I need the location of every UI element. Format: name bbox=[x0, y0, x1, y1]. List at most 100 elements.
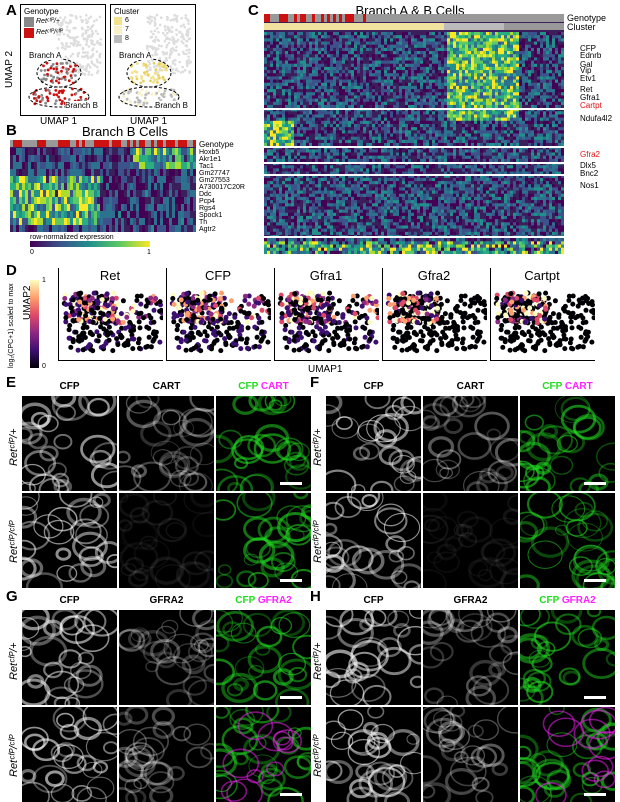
scale-bar bbox=[280, 696, 302, 699]
branch-b-label: Branch B bbox=[65, 101, 98, 110]
legend-swatch-c7 bbox=[114, 26, 122, 34]
scale-bar bbox=[584, 793, 606, 796]
panel-b-colorbar-max: 1 bbox=[147, 248, 151, 257]
panel-f-header-0: CFP bbox=[326, 381, 421, 392]
panel-h-header-0: CFP bbox=[326, 595, 421, 606]
panel-f-image-r1-c2 bbox=[520, 493, 615, 588]
branch-a-label-2: Branch A bbox=[119, 51, 151, 60]
panel-b-gene-11: Agtr2 bbox=[199, 225, 216, 234]
panel-h-genotype-0: Retᶜᶠᴾ/+ bbox=[312, 642, 324, 680]
panel-d-colorbar-max: 1 bbox=[42, 276, 46, 285]
legend-swatch-hom bbox=[24, 28, 34, 38]
panel-d-title-cartpt: Cartpt bbox=[490, 268, 594, 283]
panel-f-image-r0-c2 bbox=[520, 396, 615, 491]
legend-hom-label: Retᶜᶠᴾ/ᶜᶠᴾ bbox=[36, 29, 63, 36]
panel-a-letter: A bbox=[6, 2, 17, 19]
panel-f-image-r1-c0 bbox=[326, 493, 421, 588]
panel-d-title-gfra1: Gfra1 bbox=[274, 268, 378, 283]
panel-b-colorbar-min: 0 bbox=[30, 248, 34, 257]
panel-c-gene-ednrb: Ednrb bbox=[580, 51, 601, 60]
panel-f-genotype-0: Retᶜᶠᴾ/+ bbox=[312, 428, 324, 466]
panel-h-image-r1-c0 bbox=[326, 707, 421, 802]
scale-bar bbox=[280, 793, 302, 796]
panel-h-image-r0-c1 bbox=[423, 610, 518, 705]
panel-d-title-cfp: CFP bbox=[166, 268, 270, 283]
panel-h-genotype-1: Retᶜᶠᴾ/ᶜᶠᴾ bbox=[312, 735, 324, 777]
umap-cluster-plot bbox=[111, 5, 195, 115]
panel-e-letter: E bbox=[6, 374, 16, 391]
panel-d-ylabel: UMAP2 bbox=[22, 286, 33, 320]
panel-h-image-r0-c2 bbox=[520, 610, 615, 705]
panel-g-genotype-1: Retᶜᶠᴾ/ᶜᶠᴾ bbox=[8, 735, 20, 777]
panel-h-header-merge: CFP GFRA2 bbox=[520, 595, 615, 606]
panel-g-image-r0-c0 bbox=[22, 610, 117, 705]
panel-g-image-r1-c0 bbox=[22, 707, 117, 802]
panel-g-image-r0-c2 bbox=[216, 610, 311, 705]
scale-bar bbox=[584, 696, 606, 699]
branch-a-label: Branch A bbox=[29, 51, 61, 60]
panel-e-genotype-0: Retᶜᶠᴾ/+ bbox=[8, 428, 20, 466]
legend-cluster-title: Cluster bbox=[114, 7, 139, 16]
scale-bar bbox=[280, 482, 302, 485]
legend-c6: 6 bbox=[125, 17, 129, 24]
panel-e-header-1: CART bbox=[119, 381, 214, 392]
panel-c-gene-ndufa4l2: Ndufa4l2 bbox=[580, 114, 612, 123]
panel-a-umap-genotype: Genotype Retᶜᶠᴾ/+ Retᶜᶠᴾ/ᶜᶠᴾ Branch A Br… bbox=[20, 4, 106, 116]
legend-c7: 7 bbox=[125, 26, 129, 33]
panel-e-image-r0-c0 bbox=[22, 396, 117, 491]
legend-genotype-title: Genotype bbox=[24, 7, 59, 16]
branch-b-label-2: Branch B bbox=[155, 101, 188, 110]
legend-c8: 8 bbox=[125, 35, 129, 42]
scale-bar bbox=[280, 579, 302, 582]
legend-swatch-het bbox=[24, 17, 34, 27]
panel-c-gene-nos1: Nos1 bbox=[580, 181, 599, 190]
panel-g-genotype-0: Retᶜᶠᴾ/+ bbox=[8, 642, 20, 680]
panel-h-image-r0-c0 bbox=[326, 610, 421, 705]
panel-e-header-0: CFP bbox=[22, 381, 117, 392]
scale-bar bbox=[584, 579, 606, 582]
legend-swatch-c6 bbox=[114, 17, 122, 25]
panel-c-heatmap bbox=[264, 14, 564, 254]
panel-c-gene-bnc2: Bnc2 bbox=[580, 169, 598, 178]
panel-g-header-merge: CFP GFRA2 bbox=[216, 595, 311, 606]
panel-e-header-merge: CFP CART bbox=[216, 381, 311, 392]
panel-c-cluster-label: Cluster bbox=[567, 23, 596, 32]
legend-swatch-c8 bbox=[114, 35, 122, 43]
scale-bar bbox=[584, 482, 606, 485]
panel-e-image-r0-c2 bbox=[216, 396, 311, 491]
panel-b-heatmap bbox=[10, 140, 196, 232]
panel-b-colorbar bbox=[30, 241, 150, 247]
panel-e-image-r1-c0 bbox=[22, 493, 117, 588]
panel-f-image-r1-c1 bbox=[423, 493, 518, 588]
panel-f-image-r0-c1 bbox=[423, 396, 518, 491]
panel-g-header-0: CFP bbox=[22, 595, 117, 606]
panel-a-ylabel: UMAP 2 bbox=[4, 51, 15, 88]
panel-e-image-r0-c1 bbox=[119, 396, 214, 491]
panel-d-title-gfra2: Gfra2 bbox=[382, 268, 486, 283]
legend-het-label: Retᶜᶠᴾ/+ bbox=[36, 18, 60, 25]
panel-f-genotype-1: Retᶜᶠᴾ/ᶜᶠᴾ bbox=[312, 521, 324, 563]
panel-h-letter: H bbox=[310, 588, 321, 605]
panel-g-letter: G bbox=[6, 588, 18, 605]
panel-f-header-1: CART bbox=[423, 381, 518, 392]
panel-g-image-r1-c2 bbox=[216, 707, 311, 802]
panel-d-colorbar-min: 0 bbox=[42, 362, 46, 371]
panel-g-header-1: GFRA2 bbox=[119, 595, 214, 606]
panel-g-image-r1-c1 bbox=[119, 707, 214, 802]
panel-b-title: Branch B Cells bbox=[12, 124, 238, 139]
panel-c-letter: C bbox=[248, 2, 259, 19]
panel-f-header-merge: CFP CART bbox=[520, 381, 615, 392]
panel-c-gene-etv1: Etv1 bbox=[580, 74, 596, 83]
panel-e-genotype-1: Retᶜᶠᴾ/ᶜᶠᴾ bbox=[8, 521, 20, 563]
panel-h-image-r1-c1 bbox=[423, 707, 518, 802]
panel-a-umap-cluster: Cluster 6 7 8 Branch A Branch B bbox=[110, 4, 196, 116]
panel-h-image-r1-c2 bbox=[520, 707, 615, 802]
panel-f-letter: F bbox=[310, 374, 319, 391]
panel-g-image-r0-c1 bbox=[119, 610, 214, 705]
panel-d-letter: D bbox=[6, 262, 17, 279]
panel-h-header-1: GFRA2 bbox=[423, 595, 518, 606]
panel-c-gene-cartpt: Cartpt bbox=[580, 101, 602, 110]
panel-f-image-r0-c0 bbox=[326, 396, 421, 491]
panel-e-image-r1-c1 bbox=[119, 493, 214, 588]
panel-d-title-ret: Ret bbox=[58, 268, 162, 283]
